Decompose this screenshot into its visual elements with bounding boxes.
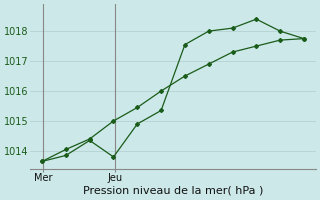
X-axis label: Pression niveau de la mer( hPa ): Pression niveau de la mer( hPa ) (83, 186, 263, 196)
